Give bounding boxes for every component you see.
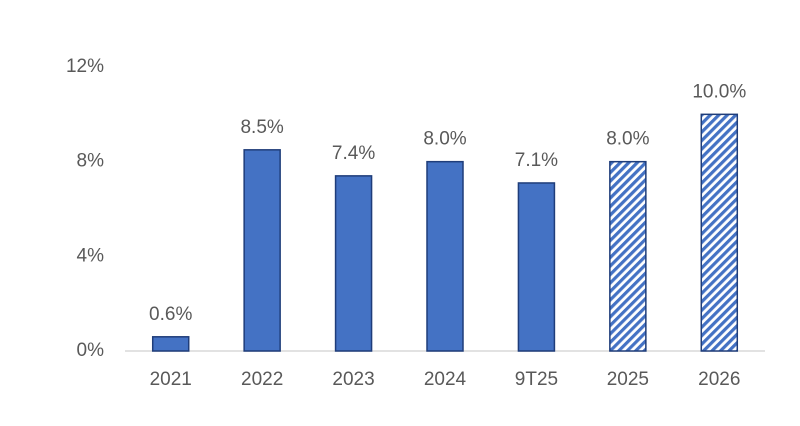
value-label: 8.0% xyxy=(423,129,466,150)
x-tick-label: 2025 xyxy=(607,369,649,390)
value-label: 8.0% xyxy=(606,129,649,150)
bar xyxy=(426,160,464,352)
bar xyxy=(517,182,556,352)
y-tick-label: 12% xyxy=(66,56,104,77)
value-label: 7.1% xyxy=(515,150,558,171)
x-tick-label: 2022 xyxy=(241,369,283,390)
bar xyxy=(151,336,190,352)
bar xyxy=(700,113,739,352)
x-tick-label: 2024 xyxy=(424,369,467,390)
x-tick-label: 2023 xyxy=(332,369,374,390)
y-tick-label: 4% xyxy=(77,245,105,266)
x-tick-label: 9T25 xyxy=(515,369,558,390)
x-tick-label: 2026 xyxy=(698,369,740,390)
value-label: 0.6% xyxy=(149,304,192,325)
bar xyxy=(609,160,647,352)
value-label: 7.4% xyxy=(332,143,375,164)
y-tick-label: 8% xyxy=(77,151,105,172)
y-tick-label: 0% xyxy=(77,340,105,361)
bar xyxy=(334,175,373,352)
value-label: 8.5% xyxy=(240,117,283,138)
value-label: 10.0% xyxy=(692,81,746,102)
x-tick-label: 2021 xyxy=(150,369,192,390)
bar xyxy=(243,149,281,352)
